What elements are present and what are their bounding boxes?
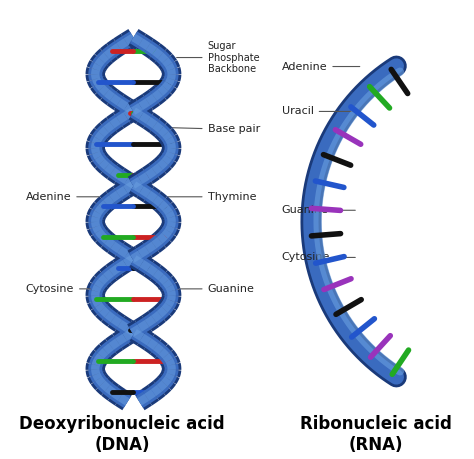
Text: Ribonucleic acid
(RNA): Ribonucleic acid (RNA) [300,415,452,454]
Text: Sugar
Phosphate
Backbone: Sugar Phosphate Backbone [177,41,259,74]
Text: Guanine: Guanine [282,205,356,215]
Text: Adenine: Adenine [26,192,99,202]
Text: Cytosine: Cytosine [282,252,356,263]
Text: Deoxyribonucleic acid
(DNA): Deoxyribonucleic acid (DNA) [19,415,225,454]
Text: Thymine: Thymine [168,192,256,202]
Text: Guanine: Guanine [159,284,255,294]
Text: Base pair: Base pair [154,124,260,134]
Text: Cytosine: Cytosine [26,284,90,294]
Text: Adenine: Adenine [282,62,360,72]
Text: Uracil: Uracil [282,106,356,117]
